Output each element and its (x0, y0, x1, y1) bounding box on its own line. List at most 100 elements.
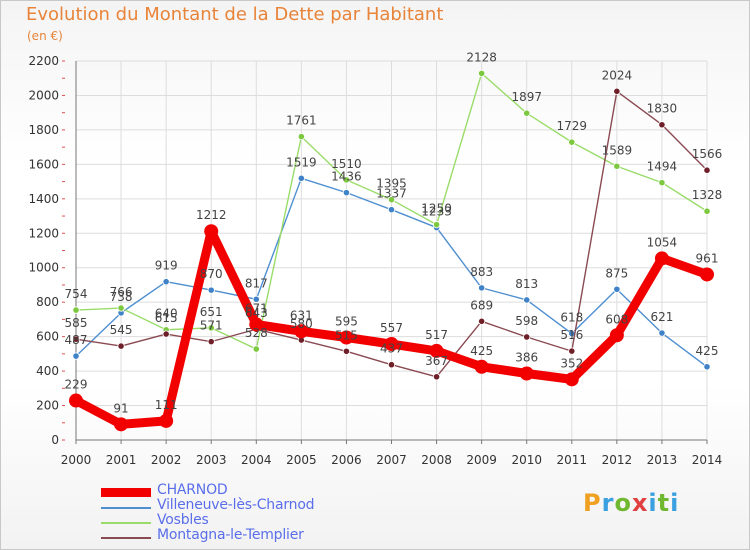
data-point (703, 207, 711, 215)
data-point (564, 372, 579, 387)
data-point (387, 206, 396, 214)
x-tick-label: 2004 (241, 453, 272, 467)
data-point (297, 174, 305, 182)
y-tick-label: 2200 (28, 54, 59, 68)
data-label: 598 (515, 314, 538, 328)
axes: 0 200 400 600 800 1000 1200 1400 1600 1800 2000 220… (28, 54, 722, 467)
x-tick-label: 2009 (466, 453, 497, 467)
data-label: 1436 (331, 170, 362, 184)
data-point (432, 221, 441, 229)
data-label: 595 (335, 314, 358, 328)
y-tick-label: 1200 (28, 226, 59, 240)
data-label: 557 (380, 321, 403, 335)
data-label: 1494 (647, 160, 678, 174)
legend-label: Villeneuve-lès-Charnod (157, 497, 315, 513)
data-point (478, 284, 486, 292)
x-tick-label: 2013 (647, 453, 678, 467)
data-point (613, 87, 621, 95)
data-label: 1897 (511, 90, 542, 104)
data-label: 571 (200, 319, 223, 333)
proxiti-logo: Proxiti (583, 489, 679, 517)
chart-title: Evolution du Montant de la Dette par Hab… (26, 4, 444, 25)
data-point (474, 359, 489, 374)
data-point (703, 363, 711, 371)
data-label: 640 (155, 307, 178, 321)
x-tick-label: 2007 (376, 453, 407, 467)
data-point (252, 295, 260, 303)
data-point (658, 329, 666, 337)
data-point (72, 352, 80, 360)
data-point (297, 133, 305, 141)
data-label: 367 (425, 354, 448, 368)
data-label: 111 (155, 398, 178, 412)
data-point (294, 324, 309, 339)
data-point (700, 267, 714, 282)
x-tick-label: 2000 (61, 453, 92, 467)
data-label: 1761 (286, 114, 317, 128)
legend-item: Villeneuve-lès-Charnod (101, 497, 361, 515)
data-point (162, 278, 170, 286)
data-point (342, 347, 351, 355)
logo-letter: x (631, 489, 649, 517)
data-label: 875 (605, 266, 628, 280)
data-label: 817 (245, 276, 268, 290)
data-label: 671 (245, 301, 268, 315)
legend-item: CHARNOD (101, 482, 361, 500)
data-point (342, 176, 351, 184)
data-label: 585 (65, 316, 88, 330)
data-point (432, 373, 441, 381)
data-label: 766 (110, 285, 133, 299)
logo-letter: i (648, 489, 658, 517)
legend-label: CHARNOD (157, 482, 228, 498)
data-label: 754 (65, 287, 88, 301)
data-point (519, 366, 534, 381)
data-label: 883 (470, 265, 493, 279)
data-point (658, 179, 666, 187)
legend-label: Vosbles (157, 512, 209, 528)
data-point (162, 330, 170, 338)
data-point (478, 69, 486, 78)
logo-letter: i (670, 489, 680, 517)
legend: CHARNOD Villeneuve-lès-Charnod Vosbles Mont… (101, 482, 361, 545)
y-tick-label: 200 (36, 399, 59, 413)
data-label: 1395 (376, 177, 407, 191)
data-label: 2024 (602, 68, 633, 82)
data-point (117, 304, 125, 312)
data-label: 91 (113, 401, 128, 415)
data-label: 643 (245, 306, 268, 320)
data-label: 1830 (647, 102, 678, 116)
y-tick-label: 400 (36, 364, 59, 378)
data-point (207, 338, 215, 346)
data-label: 1250 (421, 202, 452, 216)
data-label: 386 (515, 351, 538, 365)
y-tick-label: 1600 (28, 157, 59, 171)
x-tick-label: 2012 (602, 453, 633, 467)
x-tick-label: 2003 (196, 453, 227, 467)
data-point (613, 285, 621, 293)
data-point (387, 196, 396, 204)
data-point (523, 296, 531, 304)
data-label: 919 (155, 259, 178, 273)
data-label: 1054 (647, 235, 678, 249)
data-point (384, 337, 399, 352)
data-point (429, 343, 444, 358)
data-label: 621 (650, 310, 673, 324)
data-point (703, 166, 711, 174)
data-point (478, 317, 486, 325)
legend-label: Montagna-le-Templier (157, 527, 304, 543)
x-tick-label: 2002 (151, 453, 182, 467)
data-label: 631 (290, 308, 313, 322)
data-point (249, 317, 264, 332)
data-label: 1233 (421, 205, 452, 219)
y-tick-label: 1800 (28, 123, 59, 137)
data-point (654, 251, 669, 266)
logo-letter: P (583, 489, 602, 517)
x-tick-label: 2006 (331, 453, 362, 467)
data-label: 870 (200, 267, 223, 281)
legend-swatch (101, 507, 151, 509)
data-point (523, 333, 531, 341)
grid-lines (75, 60, 708, 441)
data-point (69, 393, 83, 408)
data-label: 528 (245, 326, 268, 340)
